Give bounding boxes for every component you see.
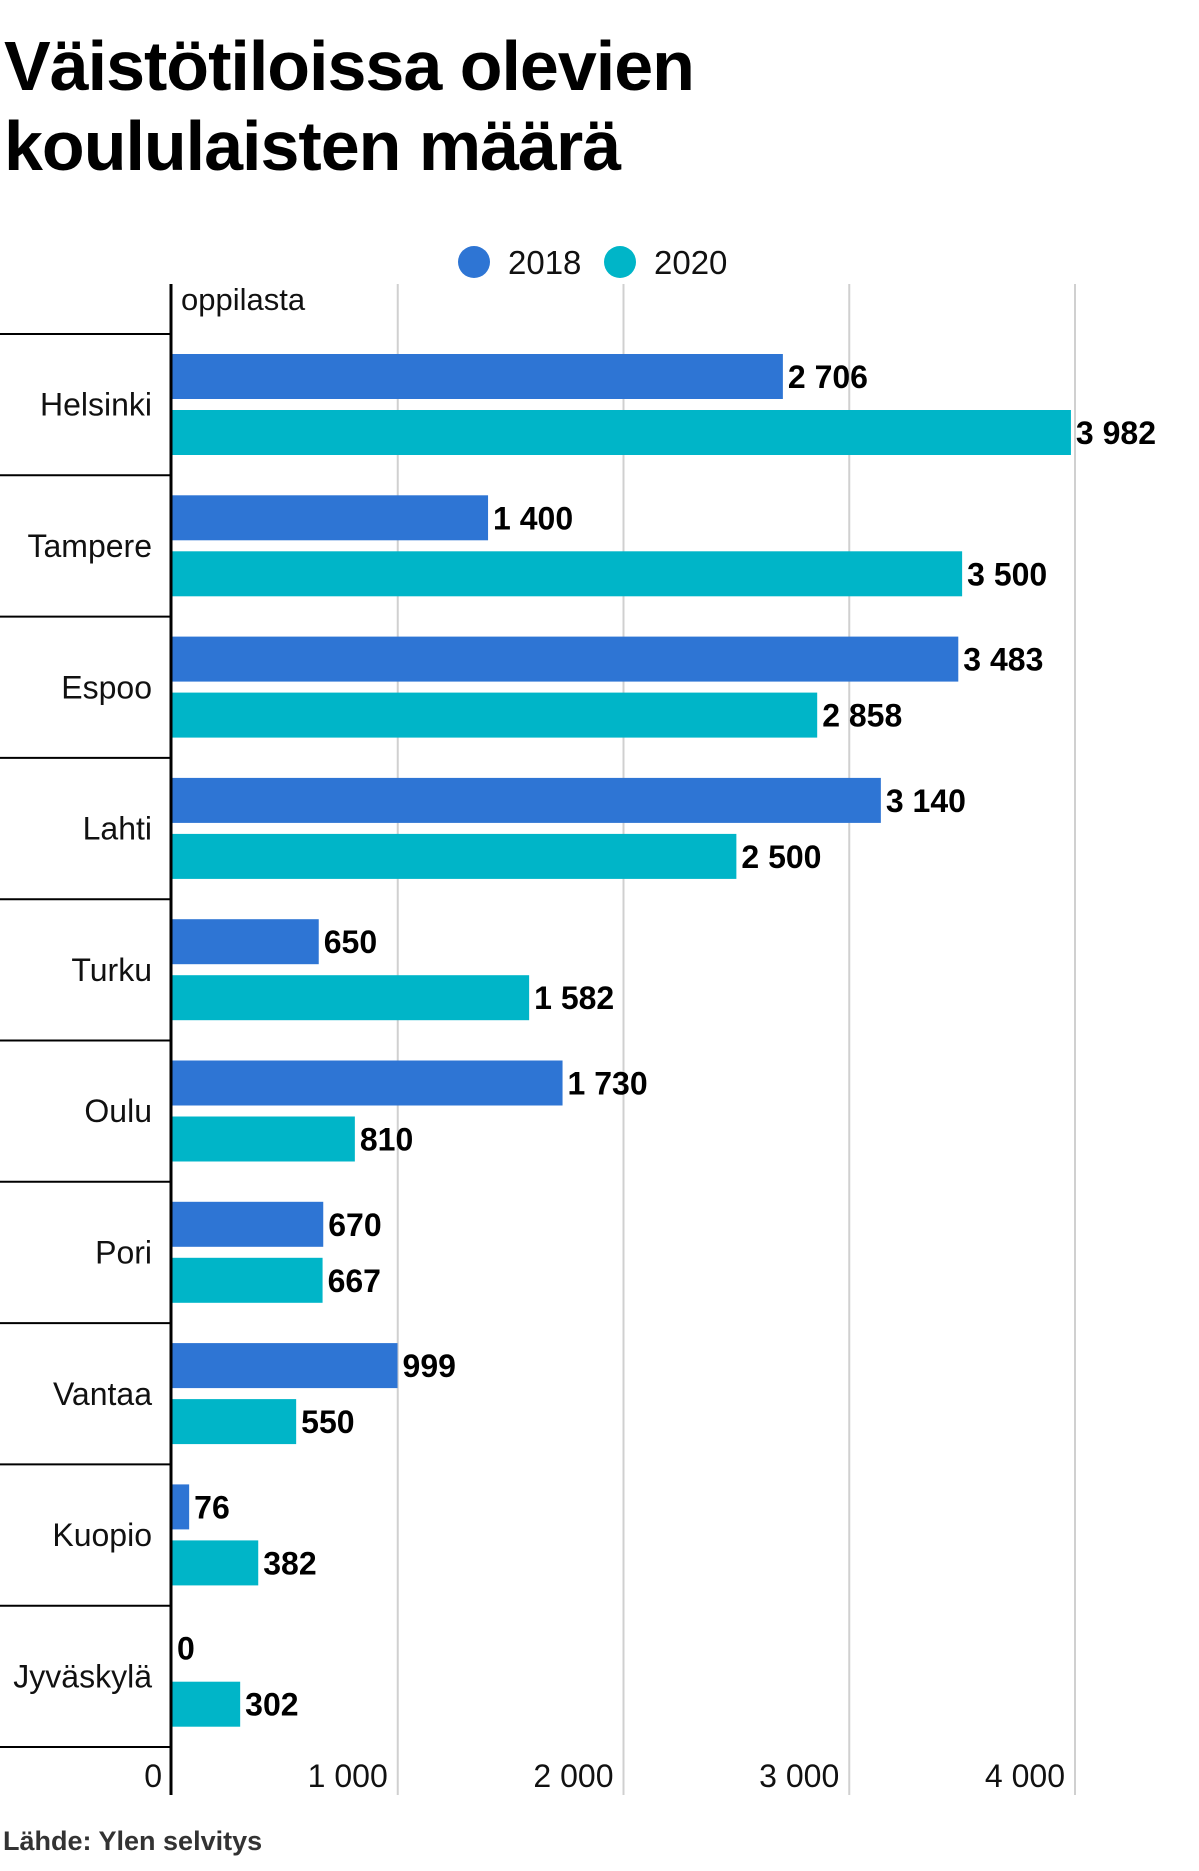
category-label: Espoo (61, 669, 152, 705)
bar-2020 (172, 975, 530, 1021)
x-tick-label: 3 000 (759, 1758, 839, 1794)
category-label: Lahti (83, 811, 152, 847)
data-label: 1 400 (493, 500, 573, 536)
bar-2020 (172, 1116, 355, 1162)
bar-2020 (172, 833, 737, 879)
data-label: 382 (263, 1545, 316, 1581)
bar-2018 (172, 777, 881, 823)
category-label: Tampere (28, 528, 153, 564)
bar-2018 (172, 1060, 563, 1106)
category-label: Turku (71, 952, 152, 988)
data-label: 550 (301, 1404, 354, 1440)
bar-2018 (172, 1201, 324, 1247)
data-label: 3 982 (1076, 415, 1156, 451)
bar-2018 (172, 1484, 190, 1530)
chart-title: Väistötiloissa olevien koululaisten määr… (4, 27, 695, 185)
x-tick-label: 0 (144, 1758, 162, 1794)
axis-unit-label: oppilasta (181, 282, 306, 317)
bar-2020 (172, 551, 963, 597)
bar-2018 (172, 1343, 398, 1389)
data-label: 2 500 (741, 839, 821, 875)
data-label: 810 (360, 1122, 413, 1158)
data-label: 1 730 (568, 1066, 648, 1102)
bar-2018 (172, 354, 783, 399)
category-label: Helsinki (40, 387, 152, 423)
category-label: Vantaa (53, 1376, 152, 1412)
data-label: 3 483 (963, 642, 1043, 678)
legend-marker-2020 (604, 246, 636, 278)
bar-2020 (172, 1399, 297, 1445)
bar-2020 (172, 1540, 259, 1586)
data-label: 76 (194, 1489, 230, 1525)
data-label: 650 (324, 924, 377, 960)
bar-2020 (172, 692, 818, 738)
data-label: 3 140 (886, 783, 966, 819)
data-label: 302 (245, 1687, 298, 1723)
category-label: Jyväskylä (13, 1658, 152, 1694)
data-label: 3 500 (967, 556, 1047, 592)
data-label: 667 (328, 1263, 381, 1299)
legend-label: 2018 (508, 244, 581, 281)
category-label: Pori (95, 1234, 152, 1270)
bar-2020 (172, 1681, 241, 1727)
x-tick-label: 2 000 (533, 1758, 613, 1794)
bar-2020 (172, 410, 1071, 455)
data-label: 0 (177, 1631, 195, 1667)
source-note: Lähde: Ylen selvitys (3, 1826, 263, 1856)
legend-marker-2018 (458, 246, 490, 278)
data-label: 2 706 (788, 359, 868, 395)
category-label: Kuopio (52, 1517, 152, 1553)
bar-2020 (172, 1257, 323, 1303)
category-label: Oulu (84, 1093, 152, 1129)
data-label: 1 582 (534, 980, 614, 1016)
bar-2018 (172, 636, 959, 682)
legend-label: 2020 (654, 244, 727, 281)
bar-2018 (172, 495, 489, 541)
x-tick-label: 4 000 (985, 1758, 1065, 1794)
data-label: 999 (403, 1348, 456, 1384)
data-label: 670 (328, 1207, 381, 1243)
bar-2018 (172, 919, 319, 965)
x-tick-label: 1 000 (308, 1758, 388, 1794)
data-label: 2 858 (822, 698, 902, 734)
